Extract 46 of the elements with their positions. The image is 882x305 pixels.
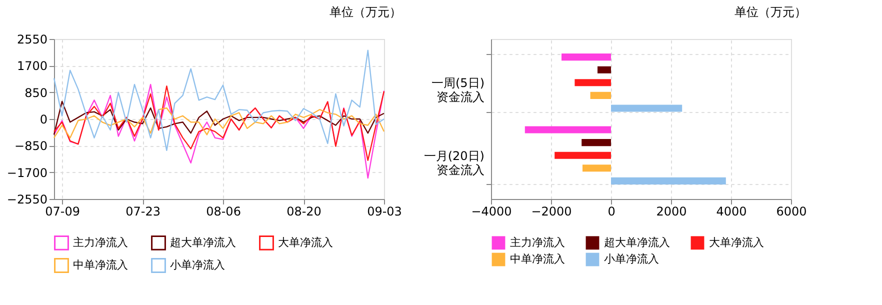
text: 单位（万元） xyxy=(329,5,402,19)
x-tick-label: 08-06 xyxy=(206,204,241,218)
x-tick-label: 0 xyxy=(608,204,616,218)
line-series xyxy=(53,85,385,162)
y-tick-label: 2550 xyxy=(16,32,48,46)
legend-label: 超大单净流入 xyxy=(604,236,670,249)
y-tick-label: 一月(20日) 资金流入 xyxy=(424,148,484,177)
y-tick-label: −2550 xyxy=(6,192,48,206)
bar xyxy=(574,79,611,86)
bar xyxy=(582,164,611,172)
bar xyxy=(582,139,611,146)
legend-label: 大单净流入 xyxy=(278,236,333,249)
line-series xyxy=(53,107,385,138)
x-tick-label: 2000 xyxy=(656,204,687,218)
bar xyxy=(598,66,611,74)
legend-label: 主力净流入 xyxy=(73,236,128,249)
legend-label: 小单净流入 xyxy=(604,252,659,266)
x-tick-label: 6000 xyxy=(776,204,807,218)
x-tick-label: −2000 xyxy=(531,204,572,218)
y-tick-label: 850 xyxy=(24,86,48,100)
x-tick-label: −4000 xyxy=(471,204,512,218)
legend-label: 中单净流入 xyxy=(73,258,128,272)
bar xyxy=(554,152,611,159)
y-tick-label: 一周(5日) 资金流入 xyxy=(432,76,484,104)
bar xyxy=(524,126,611,134)
legend-label: 大单净流入 xyxy=(709,236,764,249)
x-tick-label: 4000 xyxy=(716,204,747,218)
x-tick-label: 09-03 xyxy=(367,204,402,218)
y-tick-label: 1700 xyxy=(16,59,48,74)
x-tick-label: 07-23 xyxy=(126,204,160,218)
legend-label: 超大单净流入 xyxy=(170,236,236,249)
x-tick-label: 07-09 xyxy=(45,204,80,218)
bar xyxy=(611,104,682,112)
legend-label: 主力净流入 xyxy=(510,236,565,249)
y-tick-label: 0 xyxy=(40,112,48,126)
line-series xyxy=(53,50,385,151)
text: 单位（万元） xyxy=(734,5,806,19)
bar xyxy=(562,54,611,61)
bar xyxy=(611,177,726,184)
legend-label: 小单净流入 xyxy=(170,258,225,272)
line-series xyxy=(53,100,385,136)
legend-label: 中单净流入 xyxy=(510,252,565,266)
y-tick-label: −1700 xyxy=(6,166,48,180)
y-tick-label: −850 xyxy=(14,139,48,154)
bar xyxy=(590,92,611,99)
x-tick-label: 08-20 xyxy=(286,204,322,218)
